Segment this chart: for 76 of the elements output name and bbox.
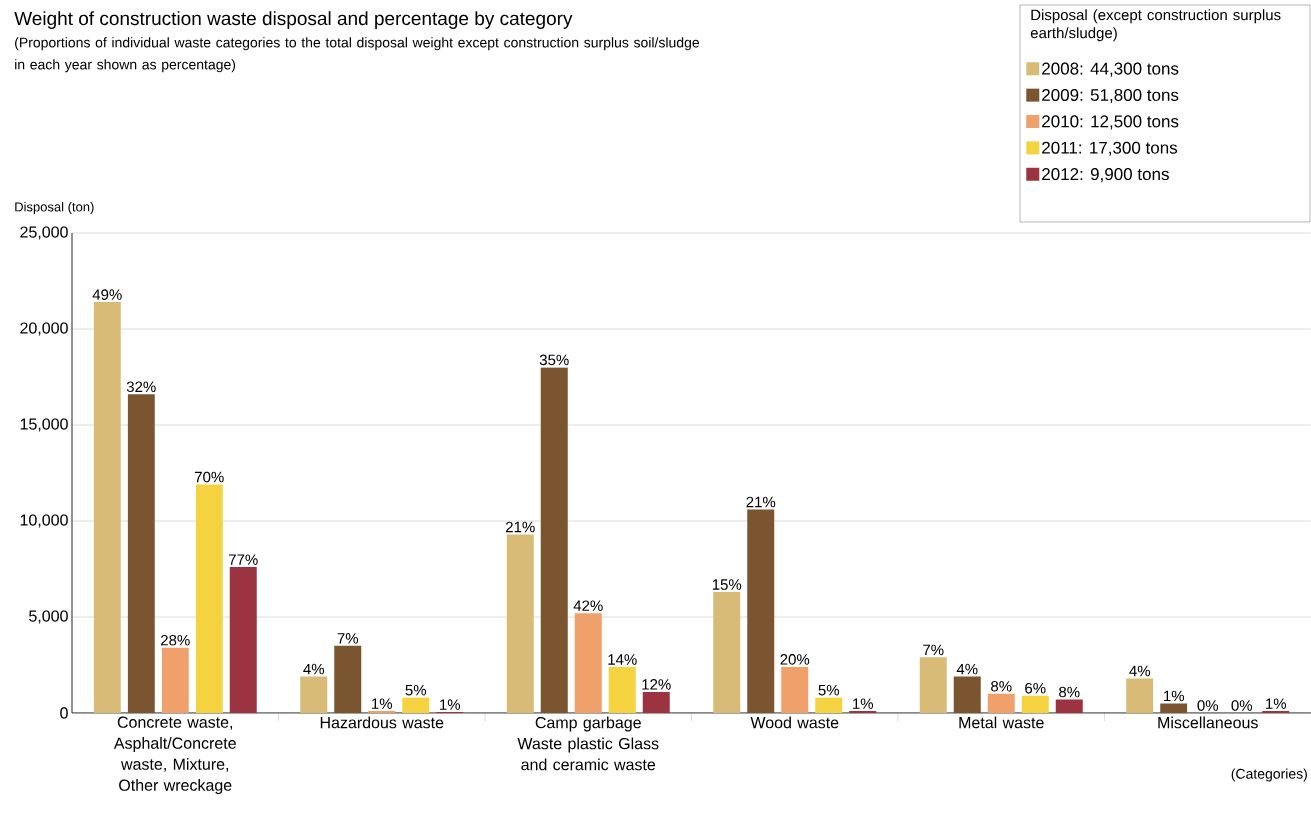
bar [608, 666, 636, 713]
annotation: 49% [92, 289, 122, 300]
annotation: 70% [195, 471, 224, 483]
x-tick-label: Concrete waste, Asphalt/Concrete waste, Mixture, Other wreckage [113, 716, 236, 795]
bar [195, 484, 223, 713]
annotation: 0% [1231, 700, 1253, 711]
bar [1160, 703, 1188, 713]
legend-label: 2009: 51,800 tons [1042, 88, 1179, 104]
y-axis-title: Disposal (ton) [15, 201, 94, 215]
annotation: 1% [1164, 690, 1185, 702]
annotation: 8% [991, 680, 1012, 692]
bar [402, 697, 430, 713]
annotation: 21% [746, 496, 776, 508]
y-tick-label: 20,000 [20, 322, 68, 336]
annotation: 32% [126, 381, 156, 393]
x-tick-label: Hazardous waste [320, 716, 444, 729]
x-tick-label: Camp garbage Waste plastic Glass and ceramic waste [517, 716, 659, 771]
annotation: 12% [642, 679, 671, 690]
bar [229, 567, 257, 713]
annotation: 0% [1197, 700, 1219, 711]
bar [506, 534, 534, 713]
legend-label: 2011: 17,300 tons [1042, 141, 1178, 156]
annotation: 15% [712, 579, 742, 590]
bar [642, 691, 670, 713]
y-tick-label: 25,000 [20, 226, 68, 240]
annotation: 21% [505, 521, 535, 533]
text: (Categories) [1231, 768, 1307, 782]
bar [987, 693, 1015, 713]
bar [300, 676, 328, 713]
annotation: 6% [1025, 682, 1046, 694]
annotation: 1% [440, 699, 461, 710]
annotation: 7% [923, 644, 944, 656]
annotation: 7% [337, 633, 359, 644]
y-tick-label: 0 [60, 707, 68, 719]
legend-label: 2012: 9,900 tons [1042, 168, 1169, 183]
x-tick-label: Metal waste [959, 716, 1044, 729]
legend-label: 2008: 44,300 tons [1042, 62, 1179, 77]
annotation: 1% [1266, 698, 1287, 709]
annotation: 20% [780, 654, 810, 665]
y-tick-label: 15,000 [20, 418, 68, 432]
annotation: 28% [161, 634, 190, 646]
bar [747, 509, 775, 713]
annotation: 4% [956, 663, 978, 675]
y-tick-label: 10,000 [20, 514, 68, 528]
legend-label: 2010: 12,500 tons [1042, 115, 1179, 130]
annotation: 5% [818, 684, 840, 696]
bar [919, 657, 947, 713]
chart-title: Weight of construction waste disposal and percentage by category [14, 11, 573, 29]
bar [93, 302, 121, 713]
annotation: 4% [303, 663, 325, 675]
bar [574, 613, 602, 713]
annotation: 1% [853, 698, 874, 709]
bar [334, 645, 362, 713]
y-tick-label: 5,000 [29, 610, 68, 624]
annotation: 77% [229, 554, 258, 565]
annotation: 35% [539, 354, 569, 366]
bar [127, 394, 155, 713]
annotation: 8% [1059, 686, 1080, 698]
bar [161, 647, 189, 713]
bar [540, 367, 568, 713]
annotation: 4% [1129, 665, 1151, 677]
annotation: 5% [405, 684, 427, 696]
bar [1126, 678, 1154, 713]
x-tick-label: Wood waste [750, 716, 839, 729]
bar [1055, 699, 1083, 713]
annotation: 1% [372, 698, 393, 709]
x-tick-label: Miscellaneous [1158, 716, 1258, 729]
bar [781, 666, 809, 713]
chart-subtitle: (Proportions of individual waste categories to the total disposal weight except construction surplus soil/sludge in each year shown as percentage) [15, 37, 700, 73]
bar [815, 697, 843, 713]
bar [713, 592, 741, 713]
bar [953, 676, 981, 713]
annotation: 42% [573, 600, 603, 611]
bar [1021, 695, 1049, 713]
annotation: 14% [608, 654, 637, 665]
legend-title: Disposal (except construction surplus earth/sludge) [1030, 9, 1281, 42]
